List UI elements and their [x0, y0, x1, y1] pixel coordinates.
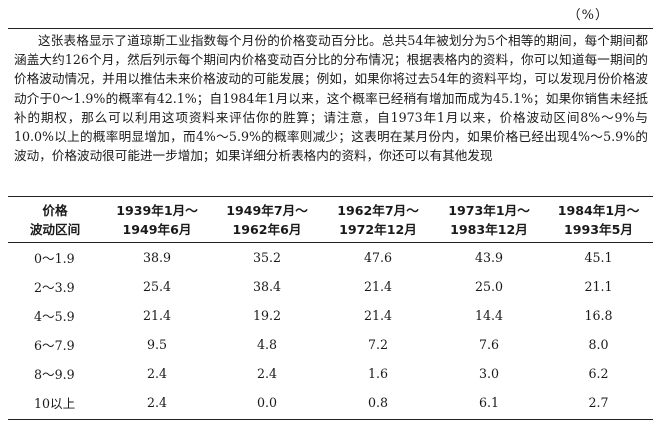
table-row: 8～9.9 2.4 2.4 1.6 3.0 6.2 — [8, 359, 653, 388]
table-cell: 4.8 — [256, 337, 278, 352]
table-row: 2～3.9 25.4 38.4 21.4 25.0 21.1 — [8, 272, 653, 301]
table-row: 4～5.9 21.4 19.2 21.4 14.4 16.8 — [8, 301, 653, 330]
table-cell: 2.4 — [256, 366, 278, 381]
table-cell: 38.9 — [142, 250, 172, 265]
table-cell: 9.5 — [146, 337, 168, 352]
table-cell: 21.4 — [363, 308, 393, 323]
table-cell: 21.4 — [363, 279, 393, 294]
table-description: 这张表格显示了道琼斯工业指数每个月份的价格变动百分比。总共54年被划分为5个相等… — [14, 33, 648, 164]
header-period-1: 1939年1月～ 1949年6月 — [102, 198, 212, 243]
table-cell: 43.9 — [474, 250, 504, 265]
header-range-line2: 波动区间 — [29, 222, 81, 237]
top-rule — [8, 28, 653, 29]
table-cell: 7.2 — [367, 337, 389, 352]
header-rule — [8, 196, 653, 197]
table-row: 0～1.9 38.9 35.2 47.6 43.9 45.1 — [8, 243, 653, 273]
table-cell: 47.6 — [363, 250, 393, 265]
table-cell: 25.4 — [142, 279, 172, 294]
header-period-4-start: 1973年1月～ — [448, 203, 530, 218]
table-cell: 1.6 — [367, 366, 389, 381]
header-range-line1: 价格 — [42, 203, 68, 218]
table-cell: 19.2 — [252, 308, 282, 323]
table-cell: 2.4 — [146, 395, 168, 410]
header-period-5: 1984年1月～ 1993年5月 — [544, 198, 653, 243]
header-period-3: 1962年7月～ 1972年12月 — [322, 198, 434, 243]
unit-label: （%） — [567, 8, 609, 23]
table-cell: 35.2 — [252, 250, 282, 265]
table-cell: 7.6 — [478, 337, 500, 352]
row-range-label: 0～1.9 — [34, 251, 75, 266]
table-cell: 0.0 — [256, 395, 278, 410]
row-range-label: 6～7.9 — [34, 338, 75, 353]
row-range-label: 2～3.9 — [34, 280, 75, 295]
volatility-table: 价格 波动区间 1939年1月～ 1949年6月 1949年7月～ 1962年6… — [8, 198, 653, 417]
row-range-label: 10以上 — [34, 396, 76, 411]
table-cell: 38.4 — [252, 279, 282, 294]
bottom-rule — [8, 419, 653, 420]
header-period-3-start: 1962年7月～ — [337, 203, 419, 218]
header-period-2: 1949年7月～ 1962年6月 — [212, 198, 322, 243]
table-cell: 21.1 — [584, 279, 613, 294]
header-period-4: 1973年1月～ 1983年12月 — [434, 198, 544, 243]
table-cell: 2.7 — [588, 395, 609, 410]
table-cell: 0.8 — [367, 395, 389, 410]
header-period-5-end: 1993年5月 — [563, 222, 633, 237]
table-row: 6～7.9 9.5 4.8 7.2 7.6 8.0 — [8, 330, 653, 359]
table-cell: 21.4 — [142, 308, 172, 323]
table-cell: 8.0 — [588, 337, 609, 352]
table-cell: 3.0 — [478, 366, 500, 381]
header-period-2-end: 1962年6月 — [232, 222, 302, 237]
table-cell: 14.4 — [474, 308, 504, 323]
header-period-4-end: 1983年12月 — [450, 222, 528, 237]
table-header-row: 价格 波动区间 1939年1月～ 1949年6月 1949年7月～ 1962年6… — [8, 198, 653, 243]
row-range-label: 4～5.9 — [34, 309, 75, 324]
header-period-1-end: 1949年6月 — [122, 222, 192, 237]
table-cell: 6.1 — [478, 395, 500, 410]
table-cell: 16.8 — [584, 308, 613, 323]
row-range-label: 8～9.9 — [34, 367, 75, 382]
table-cell: 2.4 — [146, 366, 168, 381]
header-period-3-end: 1972年12月 — [339, 222, 417, 237]
table-row: 10以上 2.4 0.0 0.8 6.1 2.7 — [8, 388, 653, 417]
table-cell: 45.1 — [584, 250, 613, 265]
header-range: 价格 波动区间 — [8, 198, 102, 243]
header-period-5-start: 1984年1月～ — [557, 203, 640, 218]
table-cell: 25.0 — [474, 279, 504, 294]
header-period-1-start: 1939年1月～ — [116, 203, 198, 218]
header-period-2-start: 1949年7月～ — [226, 203, 308, 218]
table-cell: 6.2 — [588, 366, 609, 381]
